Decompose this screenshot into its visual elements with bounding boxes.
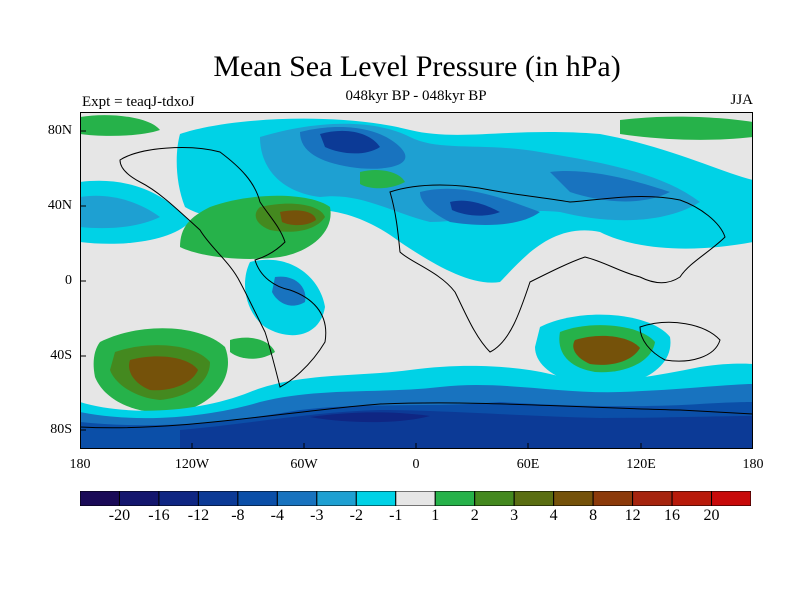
colorbar-label: 4	[549, 507, 558, 524]
lon-label: 180	[69, 457, 91, 472]
colorbar-swatch	[118, 491, 160, 506]
lat-label: 80S	[50, 422, 72, 437]
pressure-contour	[320, 130, 500, 216]
colorbar-label: 2	[470, 507, 479, 524]
colorbar-label: 1	[431, 507, 440, 524]
colorbar-swatch	[632, 491, 673, 506]
lat-label: 0	[65, 273, 72, 288]
coastlines	[80, 147, 753, 429]
colorbar-swatch	[355, 491, 397, 506]
lon-label: 120W	[174, 457, 210, 472]
plot-subtitle: 048kyr BP - 048kyr BP	[345, 88, 487, 104]
colorbar-swatch	[158, 491, 199, 506]
lon-label: 60E	[516, 457, 540, 472]
colorbar-label: -8	[231, 507, 245, 524]
colorbar-label: -4	[270, 507, 284, 524]
colorbar-label: 3	[510, 507, 519, 524]
colorbar-swatch	[474, 491, 515, 506]
pressure-contour	[129, 356, 198, 391]
lat-label: 40S	[50, 348, 72, 363]
pressure-map	[80, 112, 753, 449]
colorbar-swatch	[553, 491, 594, 506]
colorbar-label: -12	[187, 507, 210, 524]
pressure-field	[80, 112, 753, 449]
colorbar-label: -20	[108, 507, 131, 524]
colorbar-label: 16	[664, 507, 681, 524]
colorbar-label: -16	[148, 507, 170, 524]
pressure-contour	[573, 335, 640, 365]
season-label: JJA	[730, 92, 753, 108]
colorbar-swatch	[671, 491, 713, 506]
lon-label: 180	[742, 457, 764, 472]
lat-label: 80N	[47, 123, 72, 138]
colorbar-swatch	[197, 491, 239, 506]
pressure-contour	[180, 410, 753, 449]
colorbar	[80, 491, 751, 506]
colorbar-swatch	[711, 491, 751, 506]
experiment-label: Expt = teaqJ-tdxoJ	[82, 94, 195, 110]
colorbar-swatch	[434, 491, 476, 506]
colorbar-swatch	[513, 491, 555, 506]
colorbar-swatch	[237, 491, 278, 506]
pressure-contour	[310, 412, 430, 423]
colorbar-label: -1	[389, 507, 403, 524]
pressure-contour	[272, 276, 306, 306]
colorbar-swatch	[80, 491, 120, 506]
pressure-contour	[230, 337, 275, 359]
colorbar-label: 12	[624, 507, 641, 524]
colorbar-label: -2	[349, 507, 363, 524]
colorbar-swatch	[276, 491, 318, 506]
pressure-contour	[300, 127, 670, 225]
colorbar-swatch	[592, 491, 634, 506]
lon-label: 60W	[290, 457, 318, 472]
pressure-contour	[80, 115, 753, 140]
colorbar-swatch	[316, 491, 357, 506]
colorbar-label: 20	[703, 507, 720, 524]
colorbar-label: 8	[589, 507, 598, 524]
colorbar-label: -3	[310, 507, 324, 524]
lon-label: 120E	[626, 457, 656, 472]
colorbar-swatch	[395, 491, 436, 506]
axis-ticks	[80, 130, 642, 449]
pressure-contour	[80, 195, 160, 229]
plot-title: Mean Sea Level Pressure (in hPa)	[213, 50, 621, 83]
lat-label: 40N	[47, 198, 72, 213]
pressure-contour	[280, 210, 316, 226]
lon-label: 0	[412, 457, 420, 472]
